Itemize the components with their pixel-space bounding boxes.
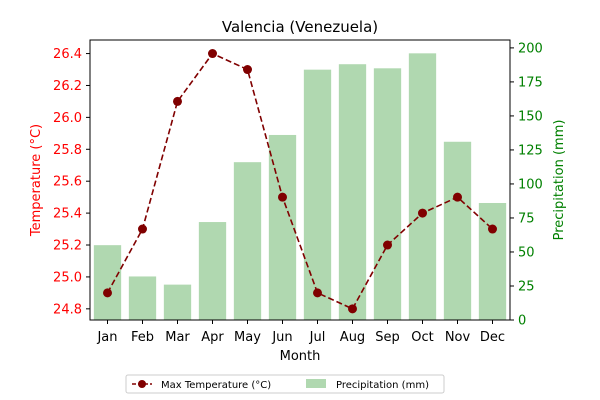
temperature-point-apr bbox=[208, 49, 217, 59]
x-tick-label-nov: Nov bbox=[445, 330, 471, 345]
x-tick-label-jun: Jun bbox=[271, 330, 292, 345]
temperature-point-mar bbox=[173, 96, 182, 106]
temperature-point-aug bbox=[348, 304, 357, 314]
right-tick-label-2: 50 bbox=[518, 245, 535, 260]
x-tick-label-mar: Mar bbox=[165, 330, 190, 345]
x-tick-label-oct: Oct bbox=[411, 330, 433, 345]
precipitation-bar-mar bbox=[163, 284, 192, 320]
left-tick-label-2: 25.2 bbox=[53, 239, 82, 254]
left-tick-label-4: 25.6 bbox=[53, 175, 82, 190]
temperature-point-jul bbox=[313, 288, 322, 298]
axes: Jan Feb Mar Apr May Jun Jul Aug Sep Oct Nov Dec 24.8… bbox=[53, 39, 543, 345]
left-tick-label-1: 25.0 bbox=[53, 270, 82, 285]
plot-frame bbox=[89, 39, 511, 321]
precipitation-bar-jul bbox=[303, 69, 332, 320]
left-tick-label-5: 25.8 bbox=[53, 143, 82, 158]
temperature-point-dec bbox=[488, 224, 497, 234]
left-axis-title: Temperature (°C) bbox=[29, 124, 44, 237]
chart-title: Valencia (Venezuela) bbox=[222, 18, 378, 36]
legend: Max Temperature (°C) Precipitation (mm) bbox=[125, 374, 445, 394]
x-tick-label-jan: Jan bbox=[96, 330, 117, 345]
x-tick-label-may: May bbox=[234, 330, 261, 345]
right-tick-label-7: 175 bbox=[518, 75, 543, 90]
right-tick-label-1: 25 bbox=[518, 279, 535, 294]
precipitation-bar-feb bbox=[128, 276, 157, 320]
legend-frame bbox=[125, 374, 445, 394]
x-tick-label-jul: Jul bbox=[309, 330, 326, 345]
precipitation-bar-apr bbox=[198, 222, 227, 320]
x-tick-label-apr: Apr bbox=[201, 330, 224, 345]
x-tick-label-aug: Aug bbox=[340, 330, 365, 345]
left-tick-label-0: 24.8 bbox=[53, 302, 82, 317]
left-tick-label-6: 26.0 bbox=[53, 111, 82, 126]
right-axis-title: Precipitation (mm) bbox=[552, 120, 567, 241]
legend-bar-swatch bbox=[306, 379, 326, 388]
right-tick-label-8: 200 bbox=[518, 41, 543, 56]
precipitation-bar-sep bbox=[373, 68, 402, 320]
temperature-line bbox=[103, 49, 497, 314]
left-tick-label-7: 26.2 bbox=[53, 79, 82, 94]
temperature-point-jun bbox=[278, 192, 287, 202]
temperature-polyline bbox=[106, 52, 494, 310]
precipitation-bar-may bbox=[233, 162, 262, 320]
legend-marker-swatch bbox=[138, 380, 146, 388]
precipitation-bars bbox=[93, 53, 507, 321]
temperature-point-oct bbox=[418, 208, 427, 218]
temperature-point-jan bbox=[103, 288, 112, 298]
precipitation-bar-aug bbox=[338, 64, 367, 321]
right-tick-label-5: 125 bbox=[518, 143, 543, 158]
right-tick-label-6: 150 bbox=[518, 109, 543, 124]
x-tick-label-feb: Feb bbox=[131, 330, 154, 345]
x-tick-label-sep: Sep bbox=[375, 330, 400, 345]
right-tick-label-0: 0 bbox=[518, 314, 526, 329]
precipitation-bar-jan bbox=[93, 245, 122, 320]
temperature-point-sep bbox=[383, 240, 392, 250]
right-tick-label-4: 100 bbox=[518, 177, 543, 192]
temperature-point-nov bbox=[453, 192, 462, 202]
precipitation-bar-dec bbox=[478, 202, 507, 320]
left-tick-label-8: 26.4 bbox=[53, 47, 82, 62]
temperature-point-may bbox=[243, 65, 252, 75]
x-tick-label-dec: Dec bbox=[480, 330, 505, 345]
precipitation-bar-nov bbox=[443, 141, 472, 320]
temperature-point-feb bbox=[138, 224, 147, 234]
precipitation-bar-jun bbox=[268, 134, 297, 320]
legend-label-temperature: Max Temperature (°C) bbox=[161, 380, 271, 391]
left-tick-label-3: 25.4 bbox=[53, 207, 82, 222]
right-tick-label-3: 75 bbox=[518, 211, 535, 226]
precipitation-bar-oct bbox=[408, 53, 437, 320]
legend-label-precipitation: Precipitation (mm) bbox=[336, 380, 429, 391]
x-axis-title: Month bbox=[280, 349, 321, 364]
